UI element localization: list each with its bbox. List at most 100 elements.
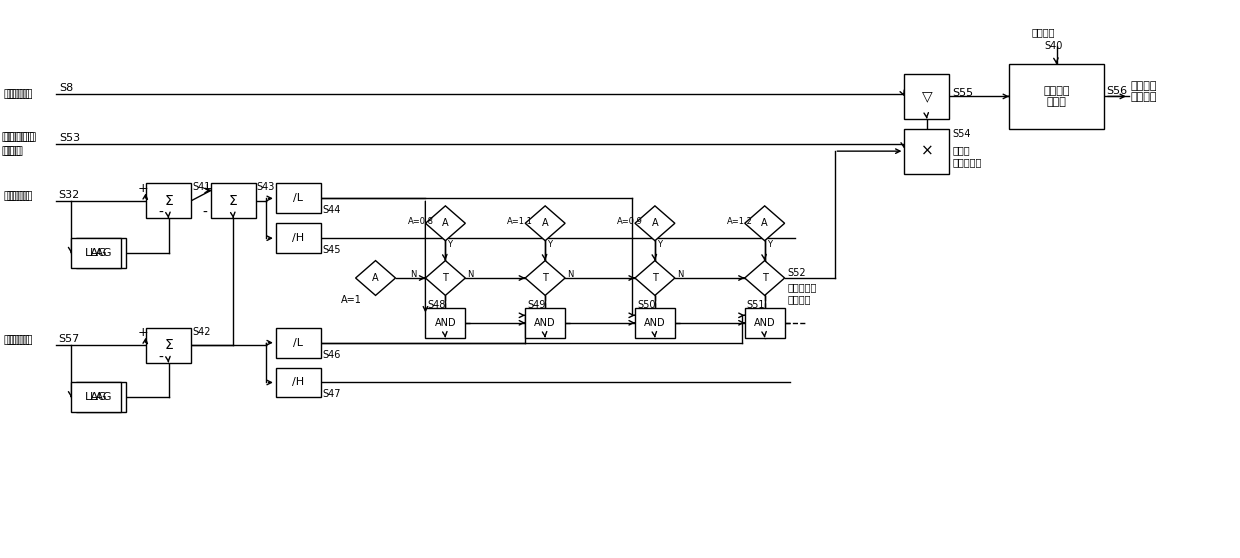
Text: S52: S52 bbox=[787, 268, 806, 278]
Bar bbox=[904, 74, 950, 119]
Text: S48: S48 bbox=[428, 300, 446, 310]
Text: T: T bbox=[761, 273, 768, 283]
Text: S45: S45 bbox=[322, 245, 341, 255]
Text: Y: Y bbox=[448, 240, 453, 249]
Text: +: + bbox=[138, 326, 149, 339]
Polygon shape bbox=[745, 206, 785, 240]
Bar bbox=[635, 308, 675, 338]
Text: S57: S57 bbox=[58, 334, 79, 344]
Text: A=1.1: A=1.1 bbox=[507, 217, 533, 226]
Bar bbox=[146, 184, 191, 218]
Text: 变负荷速率: 变负荷速率 bbox=[1, 132, 35, 142]
Text: LAG: LAG bbox=[91, 248, 113, 258]
Text: A=1.2: A=1.2 bbox=[727, 217, 753, 226]
Text: S8: S8 bbox=[60, 83, 73, 93]
Text: /L: /L bbox=[293, 194, 304, 204]
Bar bbox=[745, 308, 785, 338]
Bar bbox=[275, 328, 321, 358]
Text: Σ: Σ bbox=[229, 194, 238, 208]
Bar bbox=[76, 238, 126, 268]
Text: S44: S44 bbox=[322, 205, 341, 215]
Bar bbox=[425, 308, 465, 338]
Text: A: A bbox=[372, 273, 379, 283]
Text: AND: AND bbox=[434, 318, 456, 328]
Text: 变负荷速率: 变负荷速率 bbox=[4, 132, 36, 142]
Polygon shape bbox=[425, 206, 465, 240]
Polygon shape bbox=[745, 261, 785, 295]
Polygon shape bbox=[526, 206, 565, 240]
Text: S40: S40 bbox=[1044, 41, 1063, 51]
Text: S42: S42 bbox=[192, 327, 211, 336]
Text: 滑压指令: 滑压指令 bbox=[6, 335, 33, 345]
Text: S56: S56 bbox=[1106, 86, 1127, 97]
Text: 滑压指令: 滑压指令 bbox=[4, 335, 30, 345]
Text: 设定值: 设定值 bbox=[4, 146, 24, 156]
Bar bbox=[211, 184, 255, 218]
Text: -: - bbox=[159, 206, 164, 220]
Text: 主汽压力: 主汽压力 bbox=[6, 191, 33, 201]
Text: T: T bbox=[652, 273, 658, 283]
Text: Y: Y bbox=[766, 240, 771, 249]
Text: Y: Y bbox=[657, 240, 662, 249]
Text: 变负荷速率
修正系数: 变负荷速率 修正系数 bbox=[787, 282, 817, 304]
Text: Σ: Σ bbox=[164, 338, 172, 352]
Text: /H: /H bbox=[293, 377, 304, 387]
Text: LAG: LAG bbox=[84, 392, 108, 402]
Polygon shape bbox=[356, 261, 396, 295]
Text: AND: AND bbox=[644, 318, 666, 328]
Bar bbox=[76, 382, 126, 412]
Text: A: A bbox=[443, 218, 449, 228]
Text: Y: Y bbox=[547, 240, 552, 249]
Text: 机协调调
节器输出: 机协调调 节器输出 bbox=[1131, 81, 1157, 102]
Text: 主汽压力: 主汽压力 bbox=[4, 191, 30, 201]
Text: LAG: LAG bbox=[91, 392, 113, 402]
Text: S49: S49 bbox=[527, 300, 546, 310]
Bar bbox=[146, 328, 191, 363]
Bar bbox=[275, 223, 321, 253]
Text: 机组负荷
调节器: 机组负荷 调节器 bbox=[1043, 85, 1070, 107]
Bar bbox=[526, 308, 565, 338]
Polygon shape bbox=[635, 261, 675, 295]
Text: +: + bbox=[138, 182, 149, 195]
Text: S54: S54 bbox=[952, 129, 971, 139]
Text: ▽: ▽ bbox=[921, 89, 932, 103]
Text: AND: AND bbox=[754, 318, 775, 328]
Text: +: + bbox=[202, 182, 212, 195]
Text: S43: S43 bbox=[257, 182, 275, 193]
Text: S46: S46 bbox=[322, 350, 341, 359]
Text: T: T bbox=[443, 273, 449, 283]
Text: N: N bbox=[677, 270, 683, 278]
Bar bbox=[1009, 64, 1104, 129]
Text: -: - bbox=[159, 350, 164, 364]
Polygon shape bbox=[526, 261, 565, 295]
Text: S47: S47 bbox=[322, 389, 341, 400]
Text: T: T bbox=[542, 273, 548, 283]
Text: S55: S55 bbox=[952, 88, 973, 98]
Text: S32: S32 bbox=[58, 190, 79, 200]
Polygon shape bbox=[425, 261, 465, 295]
Text: ×: × bbox=[920, 143, 934, 158]
Text: /H: /H bbox=[293, 233, 304, 243]
Text: N: N bbox=[410, 270, 417, 278]
Text: 实际负荷: 实际负荷 bbox=[1032, 27, 1055, 37]
Text: S41: S41 bbox=[192, 182, 211, 193]
Polygon shape bbox=[635, 206, 675, 240]
Bar bbox=[275, 368, 321, 397]
Bar bbox=[71, 238, 122, 268]
Text: A=0.9: A=0.9 bbox=[618, 217, 642, 226]
Bar bbox=[71, 382, 122, 412]
Text: 负荷指令: 负荷指令 bbox=[6, 89, 33, 99]
Text: S50: S50 bbox=[637, 300, 656, 310]
Text: A: A bbox=[651, 218, 658, 228]
Text: 设定值: 设定值 bbox=[1, 146, 21, 156]
Text: -: - bbox=[202, 206, 207, 220]
Bar bbox=[275, 184, 321, 213]
Text: Σ: Σ bbox=[164, 194, 172, 208]
Text: A=1: A=1 bbox=[341, 295, 362, 305]
Text: A=0.8: A=0.8 bbox=[408, 217, 434, 226]
Text: LAG: LAG bbox=[84, 248, 108, 258]
Text: A: A bbox=[542, 218, 548, 228]
Text: 负荷指令: 负荷指令 bbox=[4, 89, 30, 99]
Text: 修正后
变负荷速率: 修正后 变负荷速率 bbox=[952, 145, 982, 167]
Text: S51: S51 bbox=[746, 300, 765, 310]
